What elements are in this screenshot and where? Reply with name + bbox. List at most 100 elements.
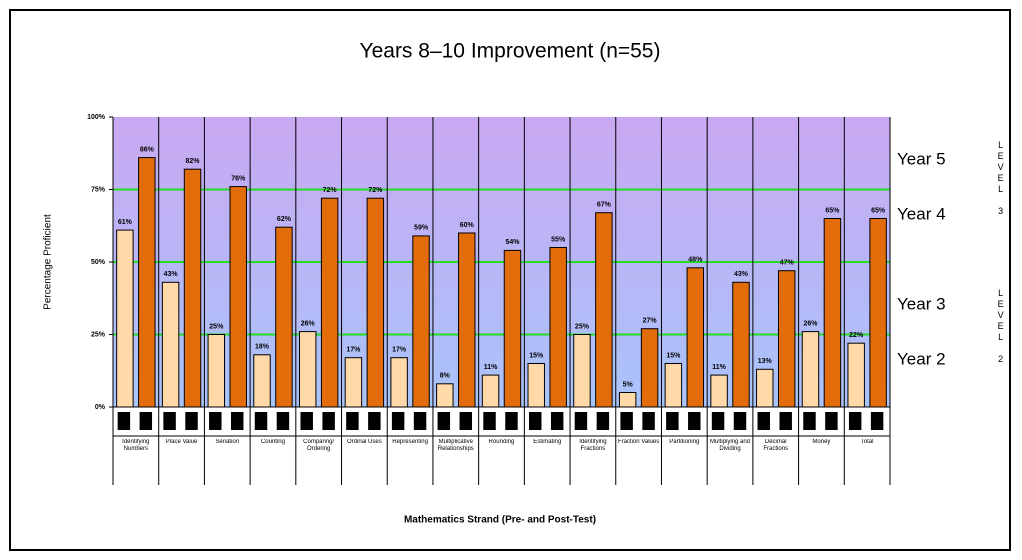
value-label: 59% (414, 225, 429, 232)
key-square (505, 412, 518, 430)
x-tick-label: Representing (392, 439, 428, 445)
level-group: LEVEL 2 (996, 288, 1006, 365)
key-square (666, 412, 679, 430)
x-tick-label: Place Value (165, 439, 198, 445)
bar (253, 354, 271, 408)
bar (732, 281, 750, 408)
value-label: 60% (460, 222, 475, 229)
value-label: 43% (164, 271, 179, 278)
value-label: 61% (118, 219, 133, 226)
bar (183, 168, 202, 408)
value-label: 15% (666, 352, 681, 359)
key-square (711, 412, 725, 430)
value-label: 76% (231, 175, 246, 182)
key-square (459, 412, 472, 430)
value-label: 67% (597, 202, 612, 209)
bar (458, 232, 476, 408)
key-square (163, 412, 176, 430)
bar (640, 328, 659, 408)
value-label: 22% (849, 332, 864, 339)
key-square (620, 412, 633, 430)
key-square (483, 412, 496, 430)
key-square (803, 412, 816, 430)
value-label: 55% (551, 236, 566, 243)
level-label: Year 4 (897, 204, 946, 223)
value-label: 72% (323, 187, 338, 194)
value-label: 62% (277, 216, 292, 223)
key-square (368, 412, 381, 430)
value-label: 54% (505, 239, 520, 246)
key-square (185, 412, 198, 430)
key-square (870, 412, 884, 430)
value-label: 11% (712, 364, 726, 371)
x-tick-label: Counting (260, 439, 285, 445)
level-label: Year 5 (897, 149, 946, 168)
value-label: 27% (643, 318, 658, 325)
key-square (391, 412, 405, 430)
value-label: 72% (368, 187, 383, 194)
bar (320, 197, 339, 408)
x-tick-label: Ordinal Uses (347, 439, 382, 445)
key-square (688, 412, 701, 430)
bar (116, 229, 134, 408)
x-tick-label: Money (812, 439, 831, 445)
key-square (209, 412, 222, 430)
x-tick-label: Identifying Fractions (579, 439, 607, 452)
value-label: 86% (140, 146, 155, 153)
key-square (346, 412, 359, 430)
key-square (300, 412, 313, 430)
key-square (437, 412, 451, 430)
value-label: 8% (440, 373, 451, 380)
key-square (642, 412, 655, 430)
bar (161, 281, 180, 408)
key-square (848, 412, 862, 430)
value-label: 25% (575, 323, 590, 330)
x-tick-label: Multiplicative Relationships (437, 439, 474, 452)
bar (138, 157, 156, 408)
value-label: 5% (623, 381, 634, 388)
bar (436, 383, 454, 408)
value-label: 25% (209, 323, 224, 330)
y-tick-label: 50% (91, 259, 106, 266)
x-tick-label: Estimating (533, 439, 562, 445)
bar (847, 342, 865, 408)
bar (390, 357, 408, 408)
bar (686, 267, 705, 408)
bar (527, 363, 545, 408)
value-label: 18% (255, 344, 270, 351)
bar (549, 247, 567, 408)
value-label: 17% (346, 347, 361, 354)
value-label: 82% (186, 158, 201, 165)
x-tick-label: Fraction Values (617, 439, 660, 445)
y-tick-label: 0% (95, 404, 106, 411)
y-tick-label: 100% (87, 114, 106, 121)
value-label: 11% (484, 364, 498, 371)
value-label: 26% (803, 320, 818, 327)
key-square (574, 412, 588, 430)
bar (412, 235, 430, 408)
key-square (276, 412, 290, 430)
bar (573, 334, 591, 408)
key-square (139, 412, 153, 430)
value-label: 26% (301, 320, 316, 327)
y-tick-label: 75% (91, 186, 106, 193)
value-label: 17% (392, 347, 407, 354)
x-tick-label: Identifying Numbers (122, 439, 150, 452)
key-square (825, 412, 838, 430)
key-square (322, 412, 335, 430)
x-tick-label: Partitioning (669, 439, 700, 445)
level-label: Year 2 (897, 349, 946, 368)
key-square (413, 412, 427, 430)
bar (229, 186, 247, 408)
key-square (596, 412, 610, 430)
y-axis-label: Percentage Proficient (43, 214, 54, 310)
bar (344, 357, 363, 408)
bar (207, 334, 226, 408)
bar (801, 331, 820, 408)
key-square (779, 412, 792, 430)
x-tick-label: Multiplying and Dividing (710, 439, 751, 452)
bar (823, 218, 842, 408)
key-square (550, 412, 564, 430)
